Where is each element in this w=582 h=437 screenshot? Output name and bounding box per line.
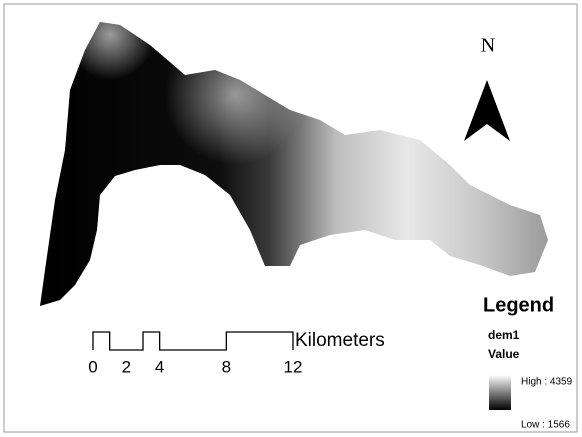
scale-unit: Kilometers (295, 330, 385, 351)
legend-layer: dem1 (488, 328, 520, 342)
legend-high: High : 4359 (521, 377, 573, 388)
map-frame: N 0 2 4 8 12 Kilometers Legend dem1 Value Hi… (0, 0, 582, 437)
scale-tick-label: 12 (284, 357, 303, 376)
scale-tick-label: 2 (122, 357, 131, 376)
scale-tick-label: 0 (88, 357, 97, 376)
scale-tick-label: 8 (222, 357, 231, 376)
north-label: N (481, 35, 495, 57)
scale-tick-label: 4 (155, 357, 164, 376)
legend-field: Value (488, 347, 520, 361)
legend-title: Legend (483, 294, 554, 316)
legend-ramp (489, 375, 511, 410)
legend-low: Low : 1566 (521, 420, 570, 431)
